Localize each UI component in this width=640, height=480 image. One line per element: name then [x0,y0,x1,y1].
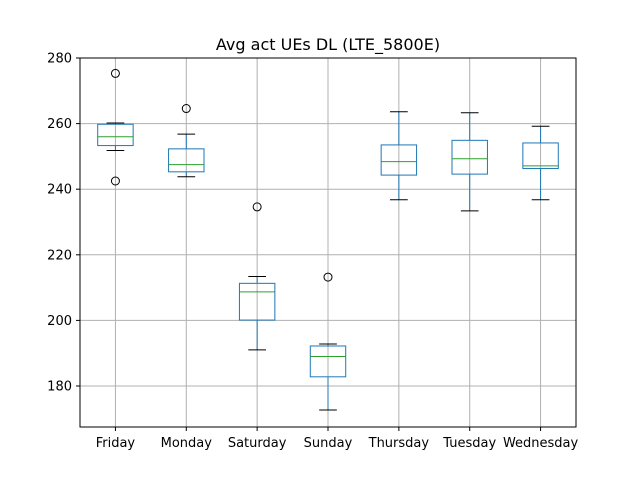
outlier-point [110,68,120,78]
iqr-box [97,123,134,147]
y-tick-label: 200 [47,314,72,329]
box-saturday [238,202,276,351]
x-tick-label: Wednesday [503,436,579,451]
box-friday [97,68,134,186]
outlier-point [181,104,191,114]
box-sunday [309,272,347,411]
x-tick-label: Tuesday [442,436,496,451]
x-tick-label: Thursday [368,436,430,451]
iqr-box [451,139,488,175]
chart-title: Avg act UEs DL (LTE_5800E) [216,35,440,55]
y-tick-label: 220 [47,248,72,263]
outlier-point [252,202,262,212]
grid [80,57,576,427]
iqr-box [309,345,347,378]
iqr-box [522,142,559,170]
box-thursday [380,111,418,201]
x-tick-label: Monday [161,436,213,451]
axis-ticks: 180 200 220 240 260 280 Friday Monday Saturday Su… [47,52,578,452]
iqr-box [168,148,205,173]
y-tick-label: 180 [47,380,72,395]
box-monday [168,104,205,178]
x-tick-label: Saturday [228,436,287,451]
box-wednesday [522,125,559,201]
outlier-point [110,176,120,186]
outlier-point [323,272,333,282]
iqr-box [380,144,418,176]
x-tick-label: Sunday [304,436,353,451]
iqr-box [238,282,276,321]
box-tuesday [451,112,488,212]
y-tick-label: 240 [47,183,72,198]
x-tick-label: Friday [96,436,136,451]
y-tick-label: 280 [47,52,72,67]
boxes [97,68,559,411]
y-tick-label: 260 [47,117,72,132]
